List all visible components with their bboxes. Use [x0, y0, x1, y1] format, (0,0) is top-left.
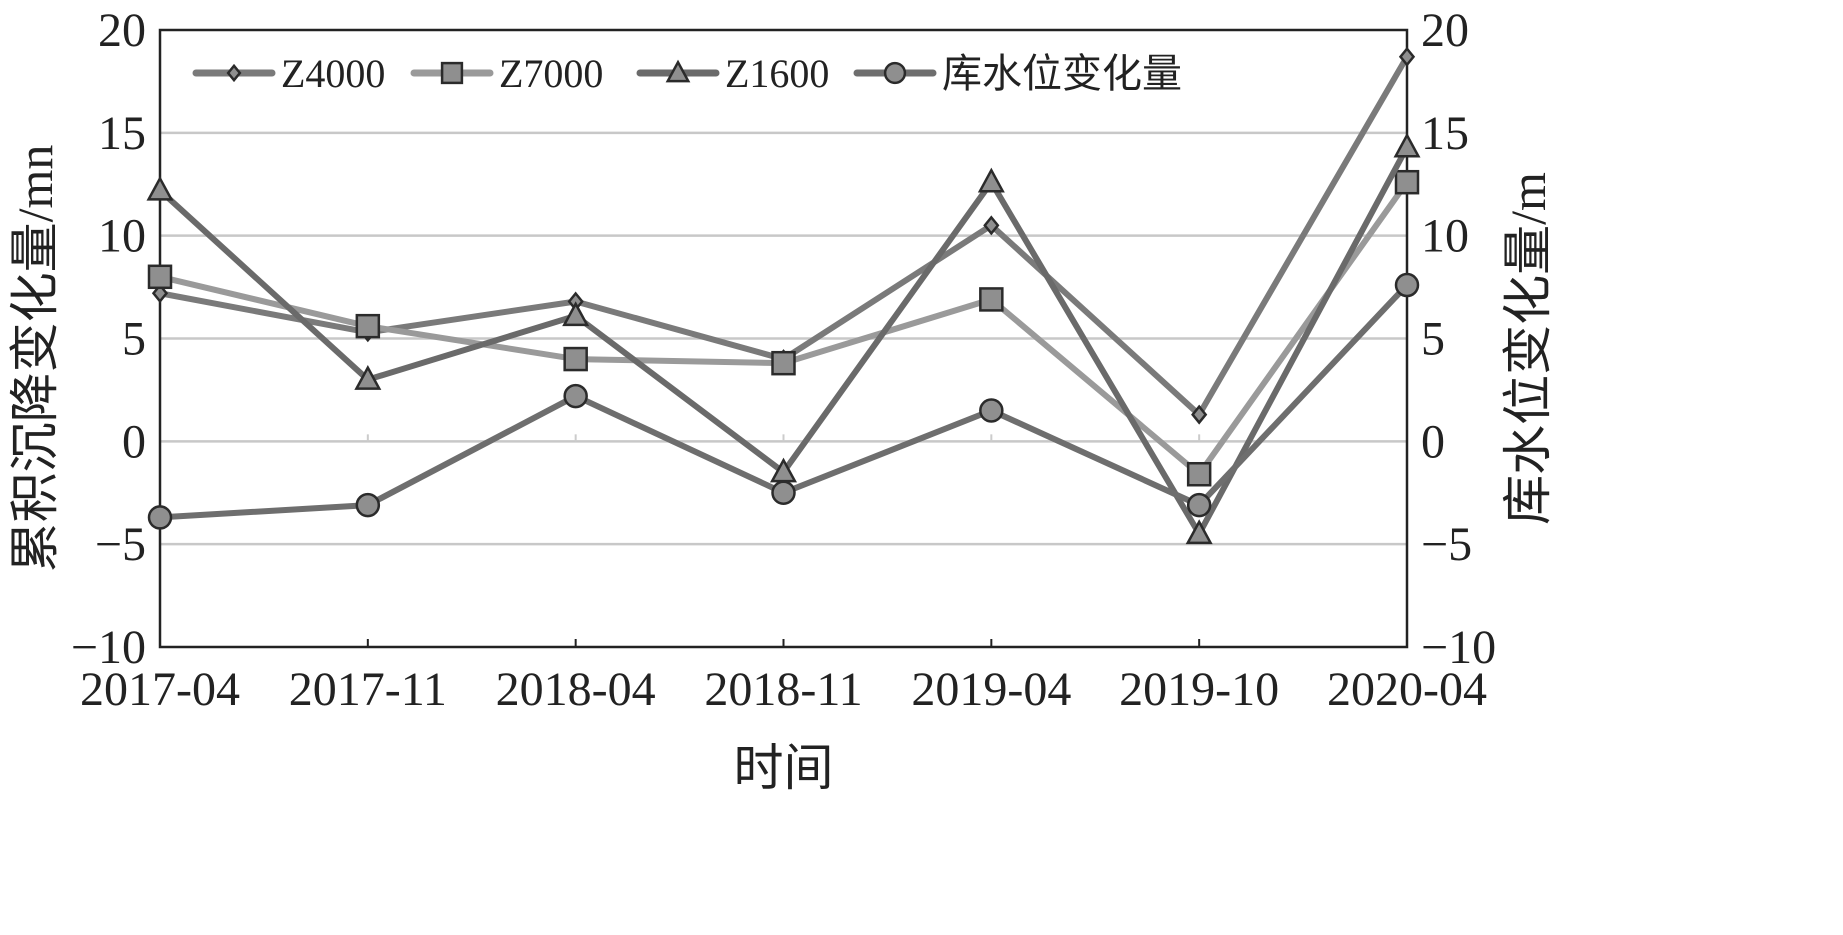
series-4	[147, 272, 1420, 530]
x-tick-label: 2020-04	[1327, 663, 1487, 716]
legend-label: Z1600	[725, 51, 829, 96]
left-y-tick-label: −5	[95, 518, 146, 571]
x-tick-label: 2018-04	[496, 663, 656, 716]
data-point-circle	[1394, 272, 1420, 298]
left-y-axis-title: 累积沉降变化量/mn	[7, 145, 63, 573]
data-point-square	[355, 313, 381, 339]
series-layer	[146, 46, 1421, 545]
legend-item: Z4000	[192, 51, 385, 96]
x-tick-label: 2018-11	[704, 663, 862, 716]
left-y-tick-label: 20	[98, 4, 146, 57]
data-point-diamond	[1398, 46, 1416, 67]
data-point-square	[1394, 169, 1420, 195]
right-y-tick-label: 15	[1421, 107, 1469, 160]
legend-label: Z4000	[281, 51, 385, 96]
data-point-triangle	[1393, 132, 1421, 158]
data-point-diamond	[1191, 404, 1208, 425]
x-axis-tick-labels: 2017-04 2017-11 2018-04 2018-11 2019-04 2019-…	[80, 663, 1487, 716]
data-point-circle	[1186, 492, 1212, 518]
data-point-square	[563, 346, 588, 372]
data-point-triangle	[977, 167, 1005, 193]
legend-label: 库水位变化量	[942, 51, 1182, 96]
left-y-tick-label: 0	[122, 415, 146, 468]
x-axis-title: 时间	[734, 740, 834, 796]
data-point-diamond	[983, 215, 1000, 236]
series-3	[146, 132, 1421, 545]
legend-marker-square	[440, 61, 464, 85]
data-point-triangle	[354, 365, 382, 390]
data-point-circle	[355, 492, 381, 518]
data-point-square	[771, 350, 796, 376]
data-point-circle	[771, 480, 796, 505]
left-y-tick-label: −10	[71, 621, 146, 674]
legend-label: Z7000	[499, 51, 603, 96]
data-point-triangle	[562, 301, 590, 327]
right-y-tick-label: −10	[1421, 621, 1496, 674]
left-y-tick-label: 15	[98, 107, 146, 160]
data-point-square	[1186, 461, 1212, 487]
legend-item: 库水位变化量	[853, 51, 1182, 96]
x-tick-label: 2017-11	[289, 663, 447, 716]
legend-marker-diamond	[226, 63, 242, 83]
legend: Z4000 Z7000 Z1600 库水位变化量	[192, 51, 1182, 96]
data-point-diamond	[151, 283, 169, 304]
x-tick-label: 2017-04	[80, 663, 240, 716]
tick-marks	[366, 434, 1201, 647]
series-2	[147, 169, 1420, 487]
right-y-axis-title: 库水位变化量/m	[1500, 172, 1556, 525]
data-point-square	[979, 287, 1004, 312]
x-tick-label: 2019-04	[911, 663, 1071, 716]
right-y-tick-label: −5	[1421, 518, 1472, 571]
right-y-tick-label: 10	[1421, 210, 1469, 263]
legend-marker-circle	[883, 61, 907, 85]
left-y-axis-tick-labels: 20 15 10 5 0 −5 −10	[71, 4, 146, 674]
left-y-tick-label: 5	[122, 313, 146, 366]
right-y-tick-label: 0	[1421, 415, 1445, 468]
left-y-tick-label: 10	[98, 210, 146, 263]
data-point-square	[147, 264, 173, 290]
data-point-circle	[563, 383, 588, 409]
data-point-triangle	[1185, 519, 1213, 545]
right-y-axis-tick-labels: 20 15 10 5 0 −5 −10	[1421, 4, 1496, 674]
legend-item: Z7000	[410, 51, 603, 96]
data-point-circle	[147, 505, 173, 530]
data-point-triangle	[146, 175, 174, 201]
plot-frame	[158, 28, 1409, 649]
legend-item: Z1600	[636, 51, 829, 96]
legend-marker-triangle	[665, 59, 691, 83]
x-tick-label: 2019-10	[1119, 663, 1279, 716]
right-y-tick-label: 20	[1421, 4, 1469, 57]
right-y-tick-label: 5	[1421, 313, 1445, 366]
data-point-circle	[979, 398, 1004, 423]
